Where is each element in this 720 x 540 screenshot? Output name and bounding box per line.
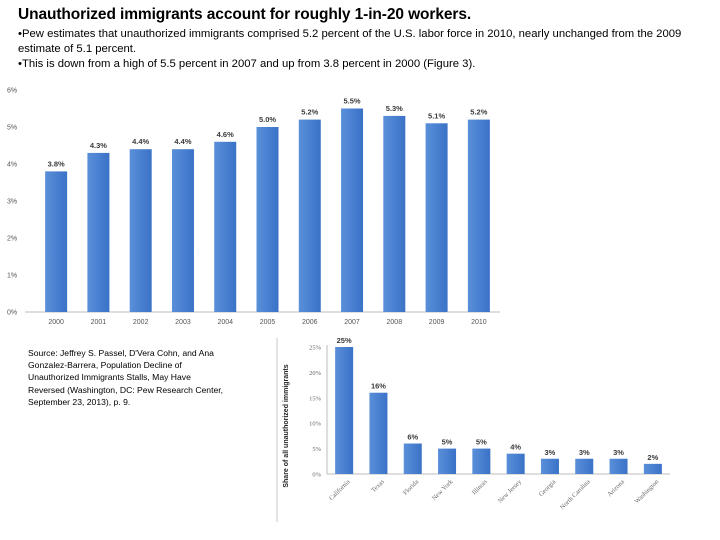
page-title: Unauthorized immigrants account for roug… (18, 6, 472, 23)
bar (383, 115, 406, 313)
y-tick-label: 5% (312, 446, 321, 453)
bullet-item: •Pew estimates that unauthorized immigra… (18, 28, 682, 55)
data-label: 5.5% (343, 97, 360, 106)
data-label: 2% (647, 453, 658, 462)
bar (341, 108, 364, 312)
bullet-item: •This is down from a high of 5.5 percent… (18, 58, 476, 70)
data-label: 5.2% (301, 108, 318, 117)
bar (575, 458, 594, 474)
data-label: 3.8% (48, 159, 65, 168)
bullet-list: •Pew estimates that unauthorized immigra… (18, 27, 708, 72)
y-tick-label: 1% (7, 273, 17, 280)
x-tick-label: California (328, 478, 352, 502)
data-label: 25% (337, 336, 352, 345)
x-tick-label: New Jersey (497, 478, 524, 505)
data-label: 5% (442, 438, 453, 447)
x-tick-label: 2010 (471, 319, 487, 326)
x-tick-label: 2002 (133, 319, 149, 326)
bar (425, 123, 448, 312)
data-label: 4.6% (217, 130, 234, 139)
bar (87, 152, 110, 312)
data-label: 4% (510, 443, 521, 452)
x-tick-label: North Carolina (559, 478, 592, 511)
source-citation: Source: Jeffrey S. Passel, D'Vera Cohn, … (28, 348, 224, 407)
y-tick-label: 25% (309, 345, 322, 352)
bar (609, 458, 628, 474)
y-tick-label: 20% (309, 370, 322, 377)
y-tick-label: 10% (309, 421, 322, 428)
bar (369, 392, 388, 474)
bar (438, 448, 457, 474)
data-label: 5.0% (259, 115, 276, 124)
data-label: 6% (407, 433, 418, 442)
bar (214, 141, 237, 312)
x-tick-label: 2006 (302, 319, 318, 326)
x-tick-label: 2005 (260, 319, 276, 326)
x-tick-label: 2008 (387, 319, 403, 326)
x-tick-label: 2003 (175, 319, 191, 326)
bar (540, 458, 559, 474)
data-label: 3% (613, 448, 624, 457)
bar (643, 463, 662, 474)
data-label: 5.2% (470, 108, 487, 117)
bar (45, 171, 68, 312)
data-label: 4.4% (132, 137, 149, 146)
y-tick-label: 5% (7, 125, 17, 132)
x-tick-label: 2004 (217, 319, 233, 326)
bar (171, 149, 194, 312)
y-tick-label: 3% (7, 199, 17, 206)
x-tick-label: 2007 (344, 319, 360, 326)
data-label: 3% (545, 448, 556, 457)
data-label: 5.1% (428, 111, 445, 120)
x-tick-label: 2001 (91, 319, 107, 326)
data-label: 16% (371, 382, 386, 391)
data-label: 5% (476, 438, 487, 447)
data-label: 4.4% (174, 137, 191, 146)
bar (403, 443, 422, 474)
x-tick-label: 2009 (429, 319, 445, 326)
y-tick-label: 0% (312, 472, 321, 479)
bar (129, 149, 152, 312)
data-label: 3% (579, 448, 590, 457)
x-tick-label: Florida (402, 478, 420, 496)
bar (256, 127, 279, 312)
x-tick-label: Illinois (471, 478, 489, 496)
x-tick-label: Washington (633, 478, 660, 505)
y-axis-title: Share of all unauthorized immigrants (283, 364, 290, 487)
y-tick-label: 0% (7, 310, 17, 317)
y-tick-label: 15% (309, 395, 322, 402)
bar (472, 448, 491, 474)
data-label: 5.3% (386, 104, 403, 113)
bar (335, 347, 354, 474)
x-tick-label: 2000 (48, 319, 64, 326)
x-tick-label: Georgia (538, 478, 558, 498)
x-tick-label: New York (431, 478, 455, 502)
data-label: 4.3% (90, 141, 107, 150)
y-tick-label: 4% (7, 162, 17, 169)
x-tick-label: Texas (370, 478, 386, 494)
bar (467, 119, 490, 312)
bar (298, 119, 321, 312)
y-tick-label: 2% (7, 236, 17, 243)
x-tick-label: Arizona (606, 478, 626, 498)
bar (506, 453, 525, 474)
y-tick-label: 6% (7, 88, 17, 95)
